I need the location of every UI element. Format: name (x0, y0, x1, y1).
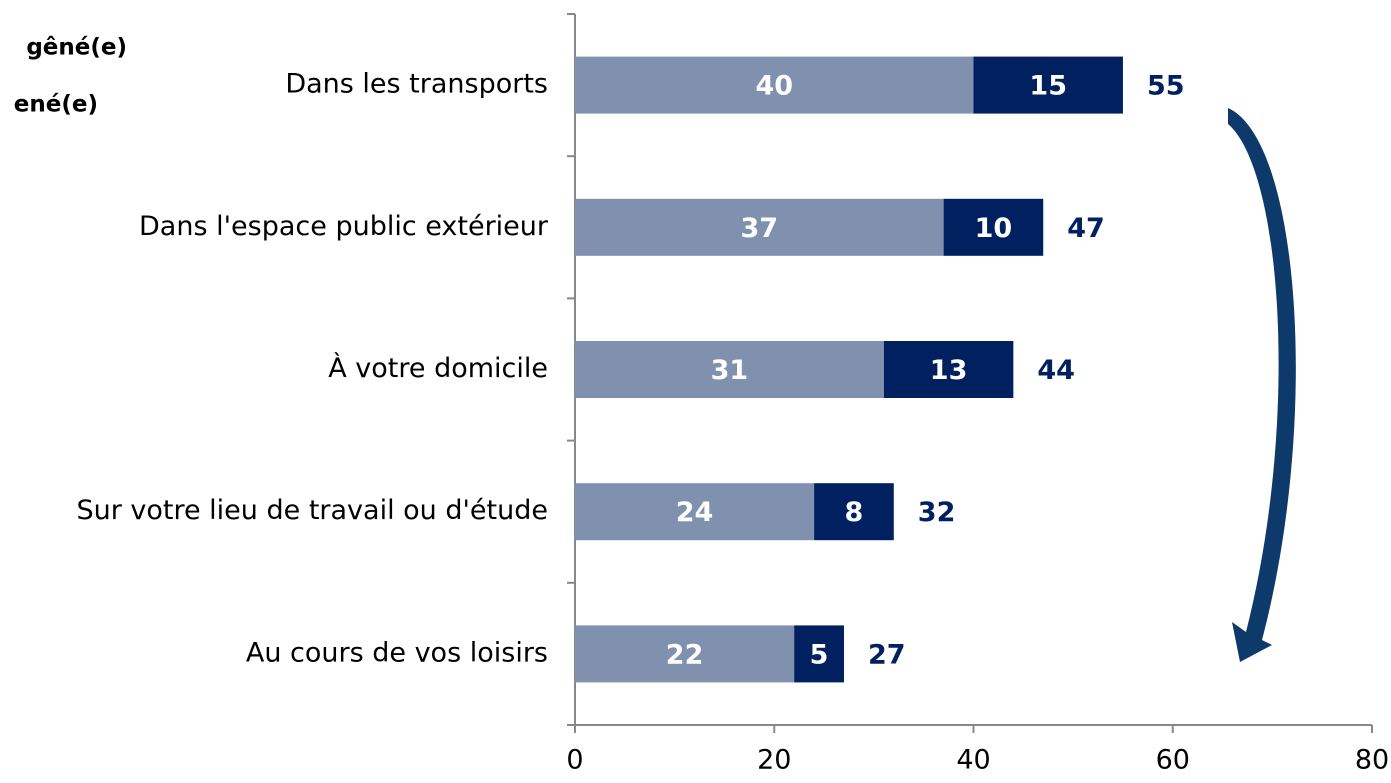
segment-label: 22 (666, 639, 704, 670)
x-tick-label: 40 (956, 745, 990, 776)
bar-segment (575, 625, 795, 683)
segment-label: 24 (676, 497, 714, 528)
x-tick-label: 60 (1156, 745, 1190, 776)
category-label: Dans l'espace public extérieur (139, 211, 549, 242)
segment-label: 15 (1029, 71, 1067, 102)
bar-segment (575, 198, 944, 256)
category-label: Sur votre lieu de travail ou d'étude (76, 495, 548, 526)
bar-segment (575, 341, 884, 398)
category-label: Au cours de vos loisirs (246, 637, 548, 668)
total-label: 55 (1147, 71, 1185, 102)
segment-label: 37 (741, 213, 779, 244)
arrow (1228, 108, 1296, 662)
bar-segment (883, 341, 1014, 398)
x-tick-label: 80 (1355, 745, 1389, 776)
total-label: 47 (1067, 213, 1105, 244)
segment-label: 8 (845, 497, 864, 528)
total-label: 27 (868, 639, 906, 670)
segment-label: 40 (755, 71, 793, 102)
x-tick-label: 20 (757, 745, 791, 776)
category-label: À votre domicile (328, 352, 548, 384)
segment-label: 10 (975, 213, 1013, 244)
bar-segment (943, 198, 1044, 256)
segment-label: 13 (930, 355, 968, 386)
segment-label: 5 (810, 639, 829, 670)
bar-segment (794, 625, 844, 683)
bar-segment (575, 56, 974, 114)
total-label: 32 (918, 497, 956, 528)
bar-segment (575, 483, 815, 541)
total-label: 44 (1037, 355, 1075, 386)
bar-segment (973, 56, 1123, 114)
bar-segment (814, 483, 894, 541)
category-label: Dans les transports (285, 69, 548, 100)
segment-label: 31 (711, 355, 749, 386)
legend-label: ené(e) (14, 92, 98, 118)
legend-label: gêné(e) (26, 35, 127, 61)
x-tick-label: 0 (566, 745, 583, 776)
